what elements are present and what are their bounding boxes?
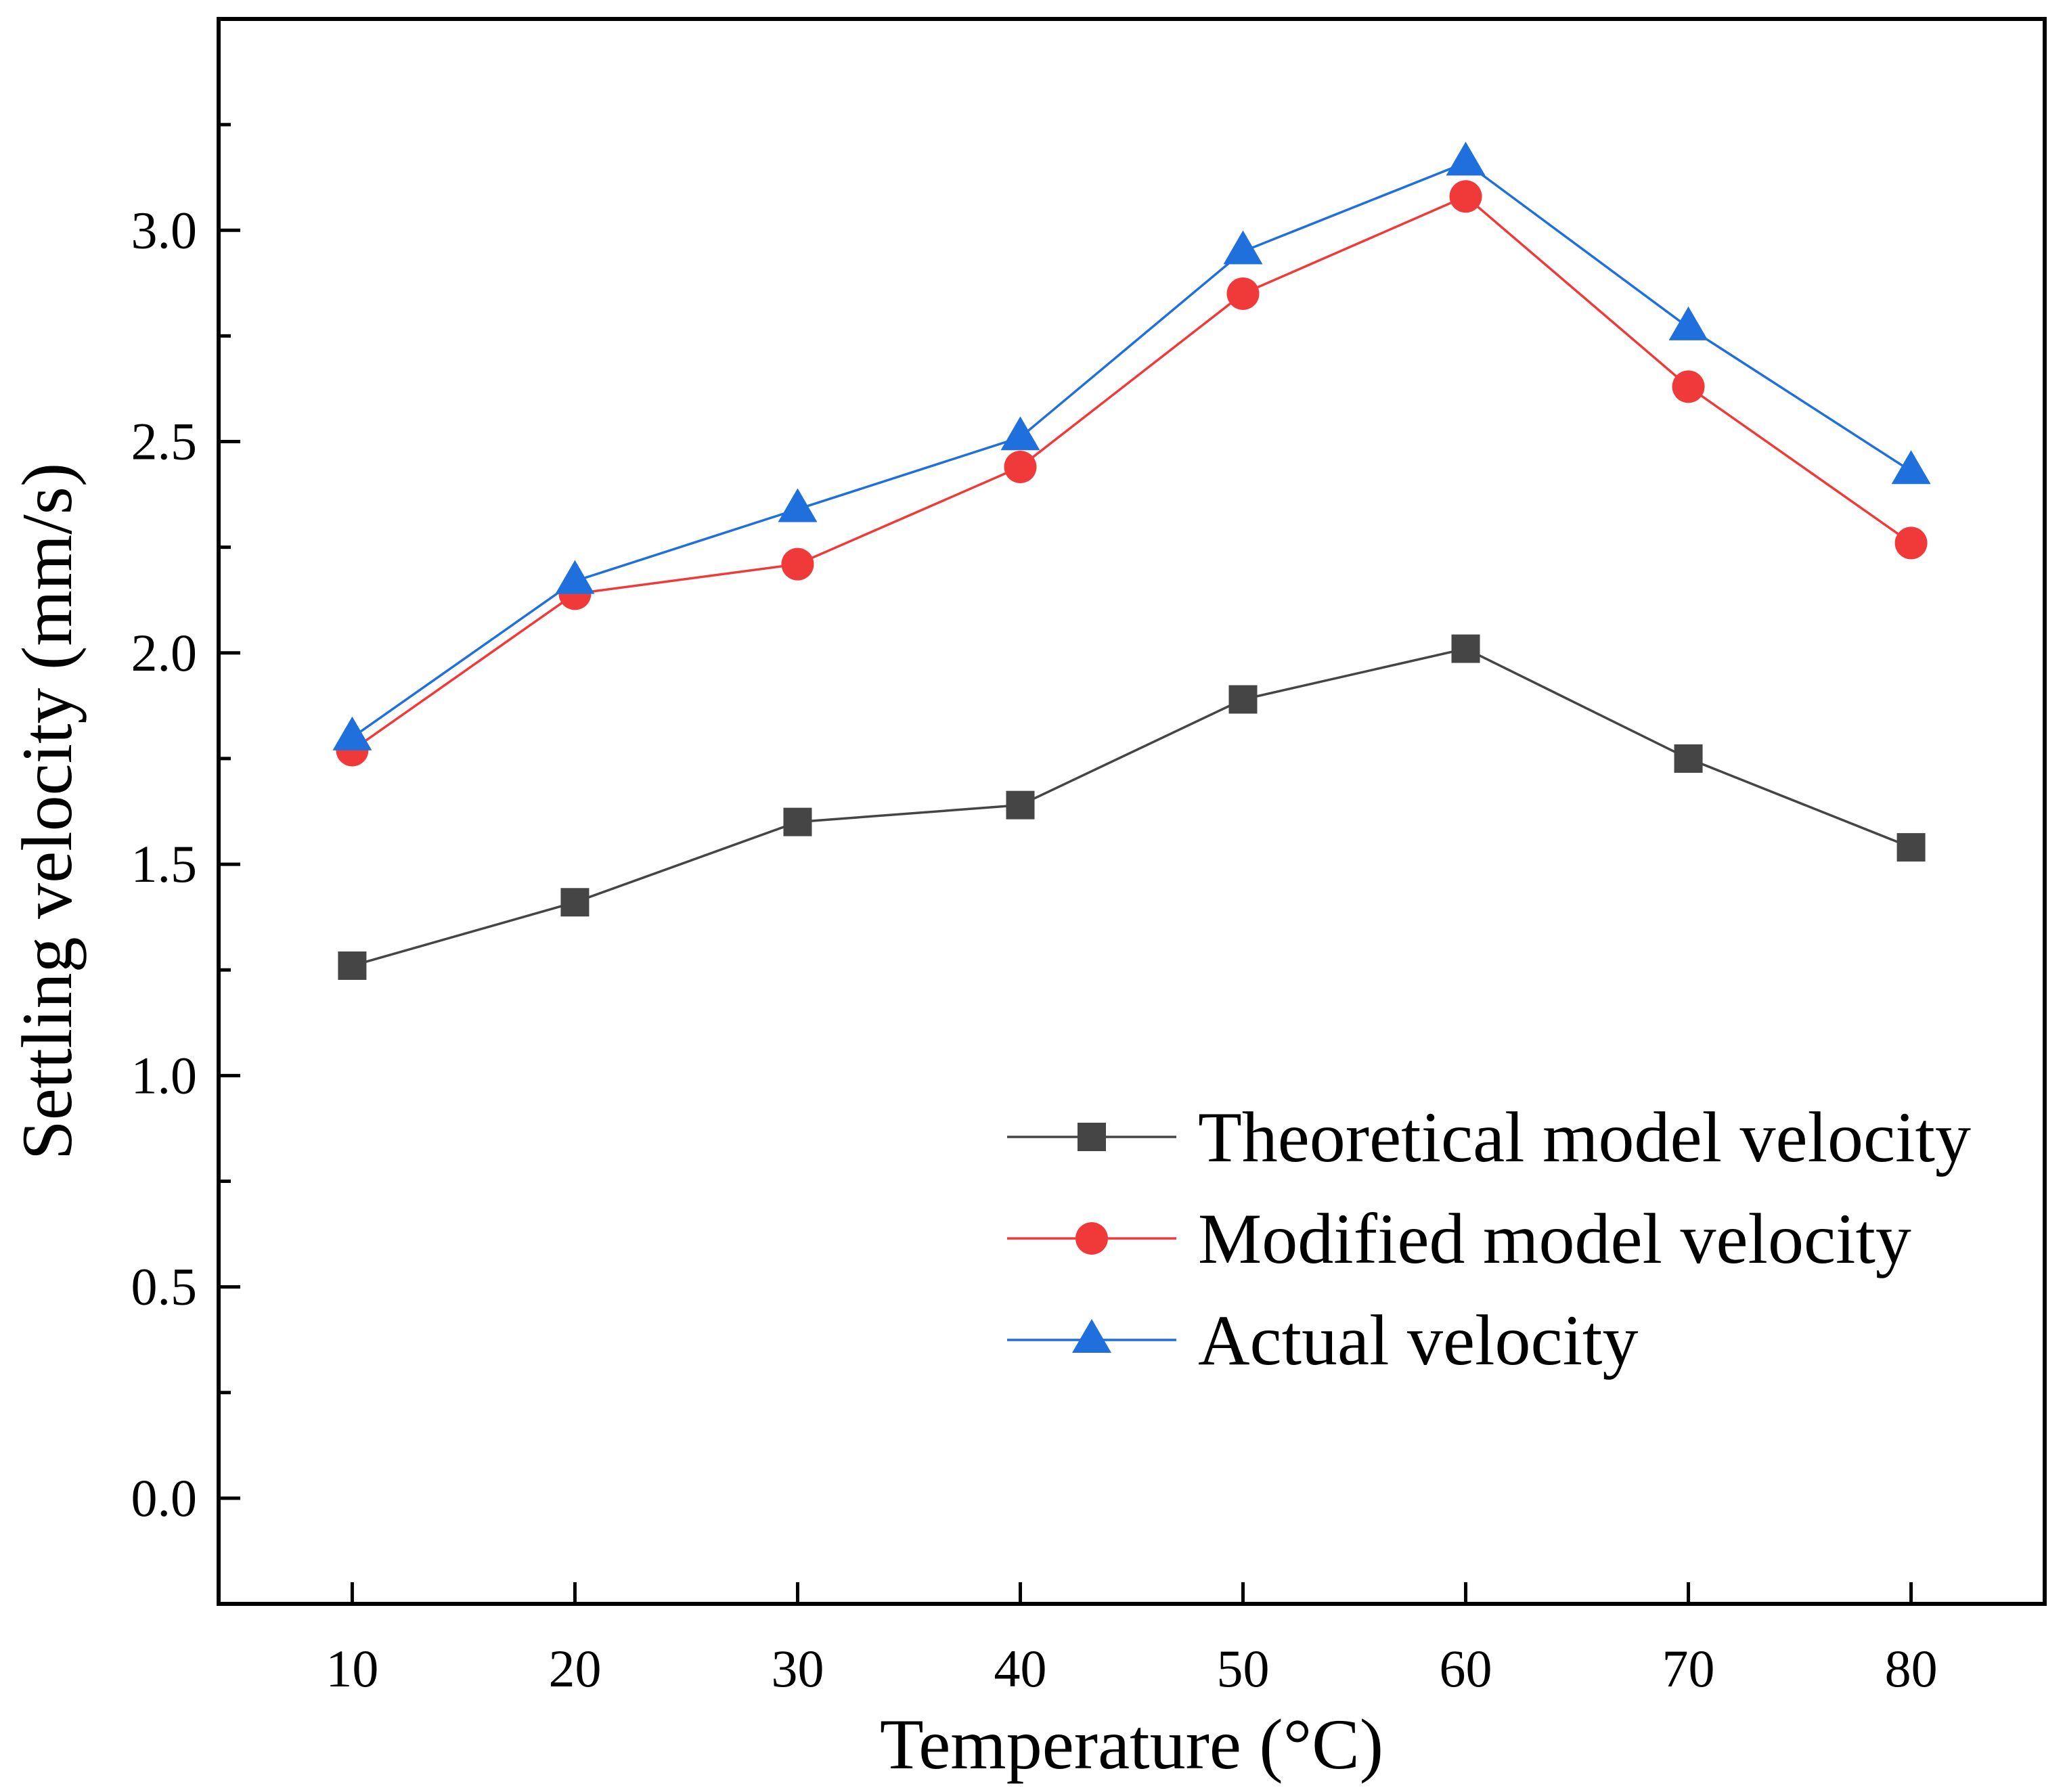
data-point: [1446, 141, 1486, 176]
data-point: [1223, 230, 1263, 265]
data-point: [560, 888, 590, 917]
x-tick-label: 40: [994, 1639, 1046, 1698]
legend-label: Modified model velocity: [1198, 1199, 1911, 1278]
data-point: [1000, 416, 1040, 451]
x-axis-title: Temperature (°C): [880, 1705, 1383, 1784]
plot-frame: [217, 17, 2047, 1606]
y-tick-label: 2.0: [131, 623, 198, 682]
series-line: [351, 161, 1912, 739]
data-point: [1672, 370, 1705, 403]
data-point: [555, 560, 595, 594]
y-tick-label: 0.0: [131, 1469, 198, 1527]
data-point: [1006, 790, 1035, 820]
x-tick-label: 20: [548, 1639, 601, 1698]
data-point: [783, 807, 812, 836]
y-tick-label: 1.5: [131, 834, 198, 893]
legend-marker: [1075, 1222, 1108, 1255]
data-point: [1896, 833, 1926, 862]
y-tick-label: 0.5: [131, 1257, 198, 1316]
data-point: [1226, 277, 1260, 310]
series-circle: [336, 180, 1928, 767]
y-axis-title: Settling velocity (mm/s): [7, 463, 87, 1160]
legend-marker: [1078, 1123, 1106, 1151]
series-line: [351, 195, 1912, 751]
data-point: [1891, 450, 1931, 485]
x-tick-label: 80: [1885, 1639, 1938, 1698]
data-point: [338, 951, 367, 980]
legend-label: Actual velocity: [1198, 1301, 1639, 1380]
x-tick-label: 30: [771, 1639, 824, 1698]
data-point: [1674, 744, 1703, 773]
x-tick-label: 50: [1217, 1639, 1270, 1698]
y-axis: 0.0 0.5 1.0 1.5 2.0 2.5 3.0: [131, 122, 240, 1527]
x-tick-label: 70: [1662, 1639, 1715, 1698]
legend-label: Theoretical model velocity: [1198, 1098, 1971, 1177]
data-point: [332, 716, 372, 751]
y-tick-label: 1.0: [131, 1046, 198, 1104]
series-layer: [332, 141, 1931, 980]
data-point: [1451, 634, 1480, 663]
data-point: [1004, 451, 1037, 484]
data-point: [1449, 180, 1482, 213]
x-tick-label: 10: [326, 1639, 378, 1698]
series-square: [338, 634, 1926, 980]
data-point: [1668, 306, 1708, 340]
data-point: [778, 488, 818, 522]
data-point: [1228, 685, 1258, 714]
data-point: [1894, 527, 1928, 560]
x-axis: 10 20 30 40 50 60 70 80: [326, 1582, 1938, 1698]
legend-marker: [1072, 1319, 1111, 1353]
x-tick-label: 60: [1440, 1639, 1492, 1698]
y-tick-label: 2.5: [131, 412, 198, 471]
data-point: [781, 547, 814, 581]
series-line: [351, 647, 1912, 967]
y-tick-label: 3.0: [131, 200, 198, 259]
series-triangle: [332, 141, 1931, 751]
legend: Theoretical model velocity Modified model…: [1007, 1098, 1971, 1380]
